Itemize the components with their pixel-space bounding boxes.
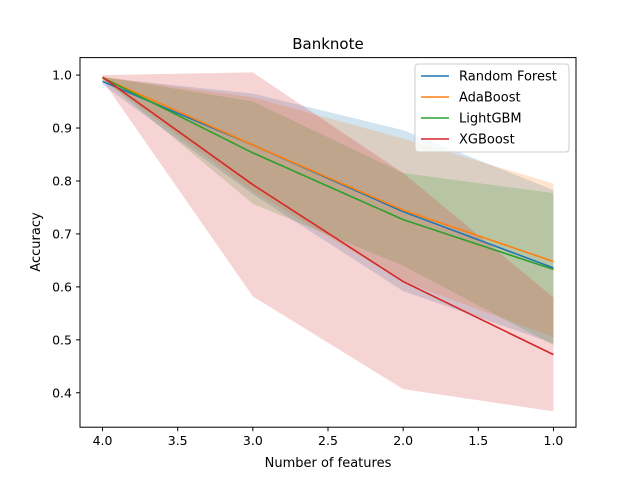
- band-adaboost: [102, 76, 554, 338]
- y-tick-label: 0.7: [52, 226, 72, 241]
- band-random-forest: [102, 77, 554, 344]
- series-lines: [102, 76, 554, 356]
- band-lightgbm: [102, 76, 554, 346]
- y-axis-ticks: 0.4 0.5 0.6 0.7 0.8 0.9 1.0: [52, 68, 80, 400]
- x-tick-label: 2.0: [393, 433, 413, 448]
- x-tick-label: 3.0: [243, 433, 263, 448]
- y-tick-label: 0.6: [52, 279, 72, 294]
- line-adaboost: [102, 76, 554, 263]
- y-tick-label: 0.8: [52, 173, 72, 188]
- line-lightgbm: [102, 77, 554, 271]
- x-tick-label: 1.0: [544, 433, 564, 448]
- legend: Random Forest AdaBoost LightGBM XGBoost: [414, 63, 570, 153]
- x-tick-label: 3.5: [168, 433, 188, 448]
- chart-title: Banknote: [292, 35, 363, 53]
- legend-label-lightgbm: LightGBM: [459, 112, 522, 127]
- line-xgboost: [102, 76, 554, 356]
- y-tick-label: 0.5: [52, 332, 72, 347]
- y-tick-label: 0.4: [52, 385, 72, 400]
- x-tick-label: 2.5: [318, 433, 338, 448]
- y-tick-label: 1.0: [52, 68, 72, 83]
- x-axis-ticks: 4.0 3.5 3.0 2.5 2.0 1.5 1.0: [93, 427, 564, 448]
- x-tick-label: 4.0: [93, 433, 113, 448]
- legend-label-adaboost: AdaBoost: [459, 91, 521, 106]
- y-tick-label: 0.9: [52, 121, 72, 136]
- legend-label-xgboost: XGBoost: [459, 133, 515, 148]
- x-tick-label: 1.5: [468, 433, 488, 448]
- y-axis-label: Accuracy: [29, 212, 44, 272]
- x-axis-label: Number of features: [265, 456, 392, 471]
- legend-box: [414, 63, 570, 153]
- legend-label-random-forest: Random Forest: [459, 70, 557, 85]
